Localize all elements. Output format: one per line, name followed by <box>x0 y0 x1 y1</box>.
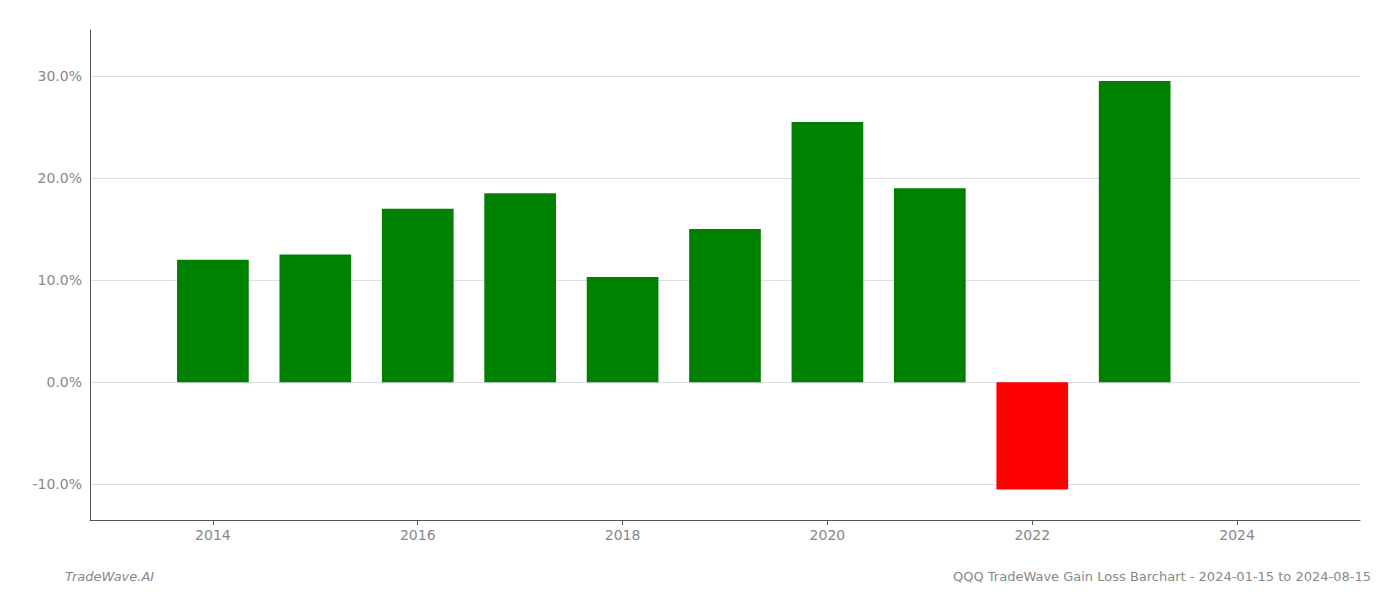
svg-text:TradeWave.AI: TradeWave.AI <box>65 569 154 584</box>
svg-text:2020: 2020 <box>810 527 846 543</box>
svg-text:2016: 2016 <box>400 527 436 543</box>
svg-text:-10.0%: -10.0% <box>32 476 82 492</box>
svg-text:0.0%: 0.0% <box>46 374 82 390</box>
svg-text:20.0%: 20.0% <box>38 170 82 186</box>
svg-text:2022: 2022 <box>1014 527 1050 543</box>
svg-text:10.0%: 10.0% <box>38 272 82 288</box>
svg-text:30.0%: 30.0% <box>38 68 82 84</box>
svg-text:2014: 2014 <box>195 527 231 543</box>
svg-text:QQQ TradeWave Gain Loss Barcha: QQQ TradeWave Gain Loss Barchart - 2024-… <box>953 569 1371 584</box>
svg-text:2024: 2024 <box>1219 527 1255 543</box>
svg-text:2018: 2018 <box>605 527 641 543</box>
